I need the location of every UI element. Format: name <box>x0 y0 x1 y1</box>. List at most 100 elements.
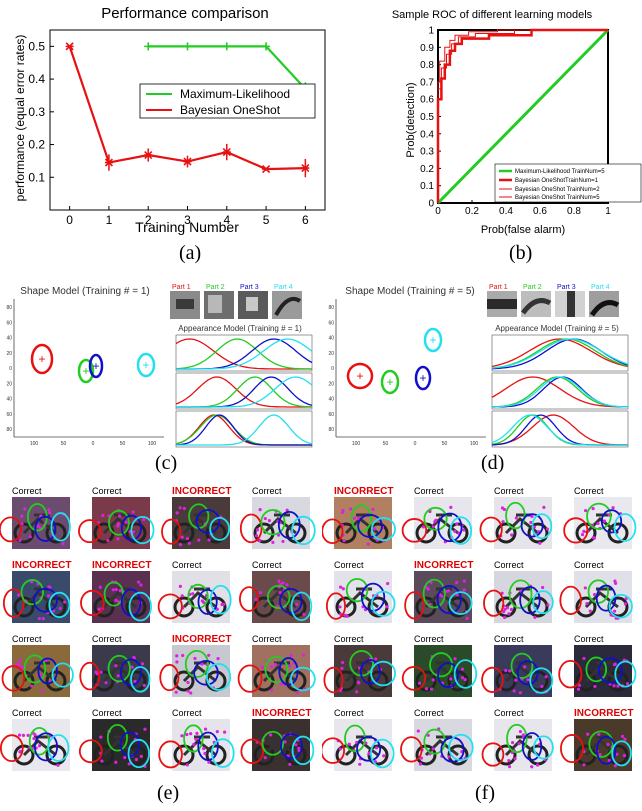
feature-point <box>288 762 292 766</box>
part-ellipse <box>481 742 505 767</box>
part-ellipse <box>529 667 554 694</box>
x-tick-label: 0.6 <box>533 206 547 217</box>
feature-point <box>463 678 467 682</box>
feature-point <box>202 746 206 751</box>
part-ellipse <box>598 657 623 684</box>
feature-point <box>347 742 351 746</box>
feature-point <box>174 690 178 694</box>
chart-a-legend: Maximum-Likelihood Bayesian OneShot <box>139 83 316 119</box>
feature-point <box>23 507 27 511</box>
legend-roc-ml: Maximum-Likelihood TrainNum=5 <box>515 169 605 175</box>
part-ellipse <box>184 649 209 678</box>
x-tick-label: 0.4 <box>499 206 513 217</box>
part-ellipse <box>161 518 182 545</box>
part-ellipse <box>532 590 554 615</box>
y-tick-label: 0.2 <box>420 164 434 175</box>
part-ellipse <box>400 736 423 763</box>
feature-point <box>447 755 451 759</box>
part-ellipse <box>559 585 582 615</box>
shape-y-tick-label: 60 <box>6 320 12 326</box>
feature-point <box>592 592 597 597</box>
panel-e: Correct Correct INCORRECT Correct INCORRECT I… <box>0 486 316 771</box>
feature-point <box>132 530 136 534</box>
x-tick-label: 2 <box>145 213 152 227</box>
bike-wheel <box>447 744 469 766</box>
part-ellipse <box>0 516 23 543</box>
feature-point <box>339 585 343 589</box>
part-ellipse <box>261 730 285 756</box>
feature-point <box>116 674 120 678</box>
legend-roc-1: Bayesian OneShotTrainNum=1 <box>515 178 599 184</box>
part-ellipse <box>80 589 105 617</box>
feature-point <box>612 609 617 613</box>
part-ellipse <box>325 592 346 620</box>
feature-point <box>460 667 465 671</box>
feature-point <box>17 733 22 737</box>
shape-y-tick-label: 20 <box>6 351 12 357</box>
feature-point <box>114 664 118 668</box>
feature-point <box>424 687 429 691</box>
feature-point <box>453 657 457 661</box>
feature-point <box>191 592 195 596</box>
feature-point <box>591 506 595 511</box>
x-tick-label: 0 <box>66 213 73 227</box>
incorrect-label: INCORRECT <box>172 634 231 645</box>
feature-point <box>136 580 141 584</box>
part-ellipse <box>588 730 614 758</box>
part-ellipse <box>291 735 315 766</box>
part4-mean: + <box>142 358 149 372</box>
part-ellipse <box>50 512 71 542</box>
feature-point <box>142 517 146 521</box>
bike-wheel <box>93 596 115 618</box>
appearance-curve <box>176 338 313 370</box>
part4-mean: + <box>429 333 436 347</box>
correct-label: Correct <box>172 560 202 570</box>
feature-point <box>431 747 435 751</box>
feature-point <box>584 508 588 513</box>
shape-x-tick-label: 100 <box>148 441 157 447</box>
part3-ellipse <box>414 365 432 391</box>
part-ellipse <box>240 738 264 764</box>
feature-point <box>106 538 110 543</box>
feature-point <box>503 615 507 620</box>
x-tick-label: 0.8 <box>567 206 581 217</box>
feature-point <box>529 520 533 525</box>
appearance-curve <box>491 414 629 446</box>
feature-point <box>341 508 345 512</box>
part-ellipse <box>51 662 74 688</box>
shape-y-tick-label: 40 <box>6 397 12 403</box>
feature-point <box>215 607 219 611</box>
part-ellipse <box>37 657 58 685</box>
feature-point <box>254 534 259 538</box>
part-ellipse <box>78 739 103 764</box>
data-point <box>262 165 271 174</box>
feature-point <box>514 678 518 682</box>
legend-roc-5: Bayesian OneShot TrainNum=5 <box>515 195 600 201</box>
part-ellipse <box>531 513 553 540</box>
feature-point <box>203 727 208 731</box>
caption-b: (b) <box>509 242 533 264</box>
x-tick-label: 3 <box>184 213 191 227</box>
feature-point <box>431 525 436 529</box>
feature-point <box>185 763 189 767</box>
part3-mean: + <box>419 371 426 385</box>
feature-point <box>620 734 625 738</box>
data-point <box>301 164 310 173</box>
bike-wheel <box>253 522 275 544</box>
feature-point <box>37 617 41 621</box>
feature-point <box>431 678 435 682</box>
bike-frame <box>504 661 539 683</box>
feature-point <box>36 524 40 528</box>
feature-point <box>583 586 587 590</box>
shape-y-tick-label: 20 <box>6 381 12 387</box>
feature-point <box>258 507 262 512</box>
feature-point <box>355 690 359 694</box>
appearance-frame <box>175 372 313 410</box>
shape-y-tick-label: 80 <box>6 305 12 311</box>
feature-point <box>580 532 585 537</box>
feature-point <box>116 537 120 541</box>
feature-point <box>178 506 182 510</box>
chart-b-title: Sample ROC of different learning models <box>392 9 593 21</box>
appearance-curve <box>491 338 629 368</box>
part-patches-c: Part 1 Part 2 Part 3 Part 4 <box>170 284 302 319</box>
